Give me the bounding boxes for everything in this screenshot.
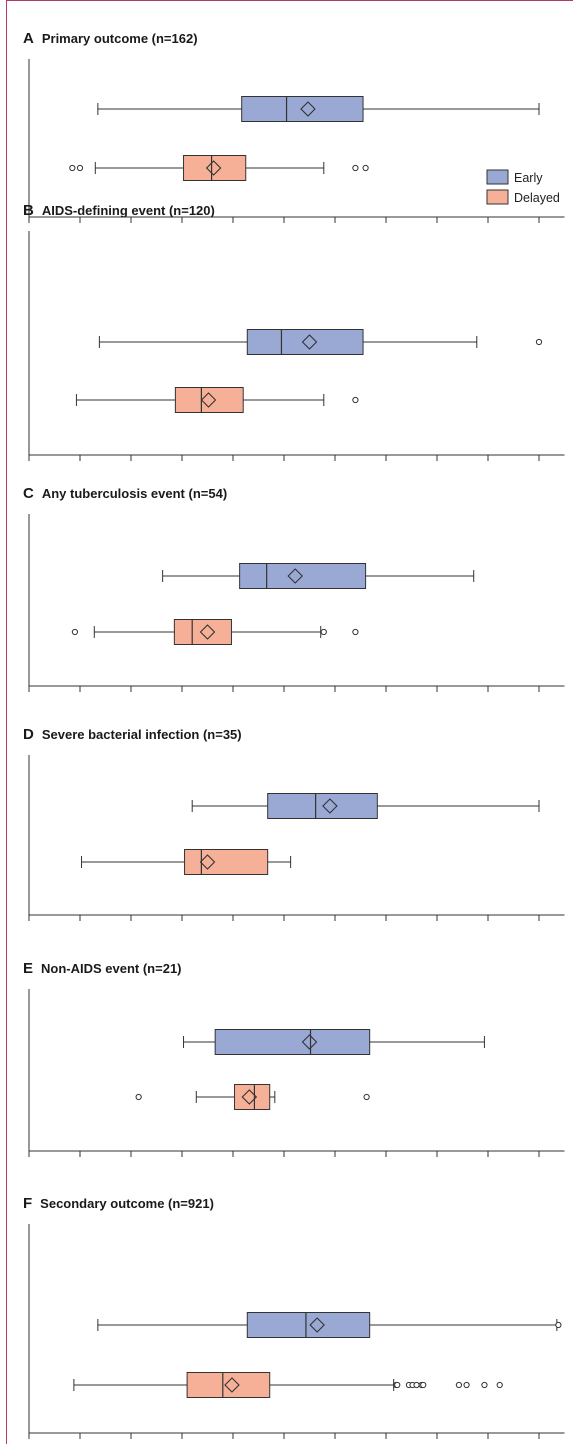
delayed-outlier-point xyxy=(413,1381,420,1389)
x-tick-label: 600 xyxy=(325,1442,345,1444)
early-mean-diamond xyxy=(287,568,303,584)
legend-swatch-delayed xyxy=(486,189,509,205)
delayed-mean-diamond xyxy=(200,392,217,408)
delayed-outlier-point xyxy=(362,164,369,172)
panel-letter: E xyxy=(23,960,33,977)
delayed-outlier-point xyxy=(481,1381,488,1389)
delayed-iqr-box xyxy=(173,619,232,645)
delayed-outlier-point xyxy=(394,1381,401,1389)
x-tick-label: 400 xyxy=(223,1442,243,1444)
panel-d-title: D Severe bacterial infection (n=35) xyxy=(23,726,242,743)
early-iqr-box xyxy=(241,96,364,122)
legend-label-early: Early xyxy=(514,171,543,185)
delayed-mean-diamond xyxy=(199,624,216,640)
panel-c-title: C Any tuberculosis event (n=54) xyxy=(23,485,227,502)
x-tick-label: 800 xyxy=(427,1442,447,1444)
early-mean-diamond xyxy=(301,1034,318,1050)
delayed-iqr-box xyxy=(184,849,269,875)
delayed-outlier-point xyxy=(420,1381,427,1389)
delayed-outlier-point xyxy=(352,164,359,172)
delayed-outlier-point xyxy=(455,1381,463,1389)
delayed-outlier-point xyxy=(352,628,359,636)
panel-title-text: Secondary outcome (n=921) xyxy=(40,1196,214,1211)
panel-title-text: Severe bacterial infection (n=35) xyxy=(42,727,242,742)
panel-title-text: AIDS-defining event (n=120) xyxy=(42,203,215,218)
delayed-outlier-point xyxy=(496,1381,503,1389)
delayed-mean-diamond xyxy=(205,160,222,176)
panel-letter: A xyxy=(23,30,34,47)
delayed-outlier-point xyxy=(320,628,327,636)
delayed-mean-diamond xyxy=(199,854,216,870)
early-mean-diamond xyxy=(322,798,338,814)
x-tick-label: 300 xyxy=(172,1442,192,1444)
delayed-outlier-point xyxy=(135,1093,142,1101)
x-tick-label: 200 xyxy=(121,1442,141,1444)
delayed-mean-diamond xyxy=(224,1377,240,1393)
early-outlier-point xyxy=(555,1321,562,1329)
delayed-mean-diamond xyxy=(241,1089,258,1105)
x-tick-label: 900 xyxy=(478,1442,498,1444)
legend-swatch-early xyxy=(486,169,509,185)
delayed-outlier-point xyxy=(463,1381,470,1389)
panel-f-title: F Secondary outcome (n=921) xyxy=(23,1195,214,1212)
figure-frame xyxy=(6,0,573,1444)
x-tick-label: 700 xyxy=(376,1442,396,1444)
x-tick-label: 0 xyxy=(26,1442,33,1444)
early-iqr-box xyxy=(246,1312,371,1338)
panel-letter: C xyxy=(23,485,34,502)
panel-title-text: Any tuberculosis event (n=54) xyxy=(42,486,227,501)
delayed-outlier-point xyxy=(69,164,76,172)
delayed-iqr-box xyxy=(174,387,244,413)
panel-title-text: Primary outcome (n=162) xyxy=(42,31,198,46)
panel-letter: F xyxy=(23,1195,32,1212)
panel-letter: B xyxy=(23,202,34,219)
panel-a-title: A Primary outcome (n=162) xyxy=(23,30,198,47)
panel-e-title: E Non-AIDS event (n=21) xyxy=(23,960,182,977)
delayed-outlier-point xyxy=(71,628,79,636)
panel-letter: D xyxy=(23,726,34,743)
x-tick-label: 1000 xyxy=(526,1442,553,1444)
legend-label-delayed: Delayed xyxy=(514,191,560,205)
early-iqr-box xyxy=(246,329,364,355)
early-mean-diamond xyxy=(309,1317,325,1333)
delayed-iqr-box xyxy=(183,155,247,181)
x-tick-label: 500 xyxy=(274,1442,294,1444)
early-mean-diamond xyxy=(301,334,318,350)
panel-title-text: Non-AIDS event (n=21) xyxy=(41,961,182,976)
early-mean-diamond xyxy=(300,101,316,117)
early-iqr-box xyxy=(214,1029,371,1055)
delayed-iqr-box xyxy=(186,1372,271,1398)
panel-b-title: B AIDS-defining event (n=120) xyxy=(23,202,215,219)
delayed-iqr-box xyxy=(234,1084,271,1110)
delayed-outlier-point xyxy=(352,396,359,404)
early-outlier-point xyxy=(535,338,543,346)
delayed-outlier-point xyxy=(76,164,84,172)
x-tick-label: 100 xyxy=(70,1442,90,1444)
delayed-outlier-point xyxy=(363,1093,370,1101)
